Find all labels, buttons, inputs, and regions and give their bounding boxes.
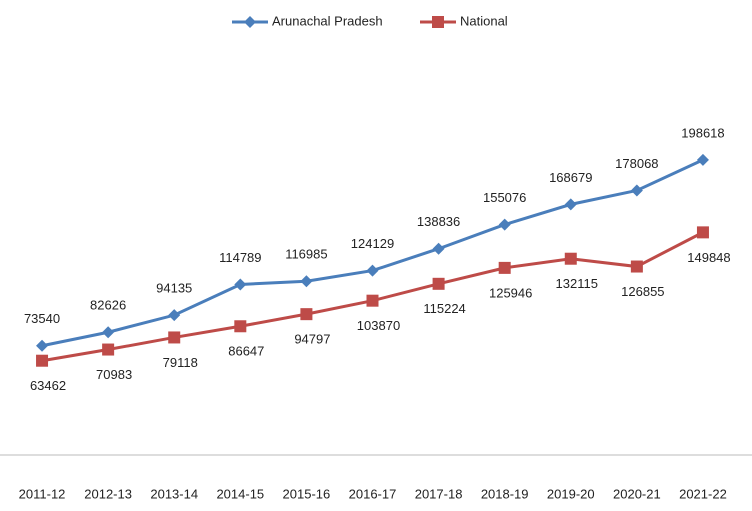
- point-marker: [234, 320, 247, 333]
- data-label: 126855: [621, 284, 664, 299]
- data-label: 86647: [228, 344, 264, 359]
- point-marker: [102, 326, 115, 339]
- point-marker: [234, 278, 247, 291]
- legend-marker: [432, 16, 444, 28]
- data-label: 115224: [423, 301, 465, 316]
- data-label: 132115: [556, 276, 598, 291]
- point-marker: [696, 153, 709, 166]
- x-tick-label: 2016-17: [349, 486, 397, 501]
- point-marker: [300, 308, 313, 321]
- x-tick-label: 2011-12: [19, 486, 66, 501]
- x-tick-label: 2015-16: [283, 486, 331, 501]
- data-label: 198618: [681, 125, 724, 140]
- data-label: 168679: [549, 170, 592, 185]
- data-label: 103870: [357, 318, 400, 333]
- point-marker: [432, 242, 445, 255]
- x-tick-label: 2012-13: [84, 486, 132, 501]
- data-label: 70983: [96, 367, 132, 382]
- point-marker: [168, 331, 181, 344]
- point-marker: [498, 261, 511, 274]
- point-marker: [564, 252, 577, 265]
- data-label: 63462: [30, 378, 66, 393]
- legend-text: Arunachal Pradesh: [272, 13, 383, 28]
- data-label: 73540: [24, 311, 60, 326]
- data-label: 114789: [219, 250, 261, 265]
- legend-marker: [244, 16, 256, 28]
- data-label: 149848: [687, 250, 730, 265]
- point-marker: [498, 218, 511, 231]
- point-marker: [564, 198, 577, 211]
- data-label: 178068: [615, 156, 658, 171]
- point-marker: [102, 343, 115, 356]
- x-tick-label: 2018-19: [481, 486, 529, 501]
- data-label: 79118: [163, 355, 198, 370]
- data-label: 125946: [489, 285, 532, 300]
- x-tick-label: 2021-22: [679, 486, 727, 501]
- x-tick-label: 2020-21: [613, 486, 661, 501]
- point-marker: [300, 275, 313, 288]
- data-label: 138836: [417, 214, 460, 229]
- point-marker: [36, 354, 49, 367]
- data-label: 116985: [285, 247, 327, 262]
- point-marker: [696, 226, 709, 239]
- legend-text: National: [460, 13, 508, 28]
- point-marker: [630, 260, 643, 273]
- data-label: 82626: [90, 298, 126, 313]
- point-marker: [36, 339, 49, 352]
- point-marker: [168, 309, 181, 322]
- x-tick-label: 2013-14: [150, 486, 198, 501]
- x-tick-label: 2017-18: [415, 486, 463, 501]
- point-marker: [366, 264, 379, 277]
- data-label: 155076: [483, 190, 526, 205]
- data-label: 94797: [294, 332, 330, 347]
- data-label: 124129: [351, 236, 394, 251]
- point-marker: [630, 184, 643, 197]
- data-label: 94135: [156, 281, 192, 296]
- point-marker: [432, 277, 445, 290]
- point-marker: [366, 294, 379, 307]
- x-tick-label: 2014-15: [216, 486, 264, 501]
- x-tick-label: 2019-20: [547, 486, 595, 501]
